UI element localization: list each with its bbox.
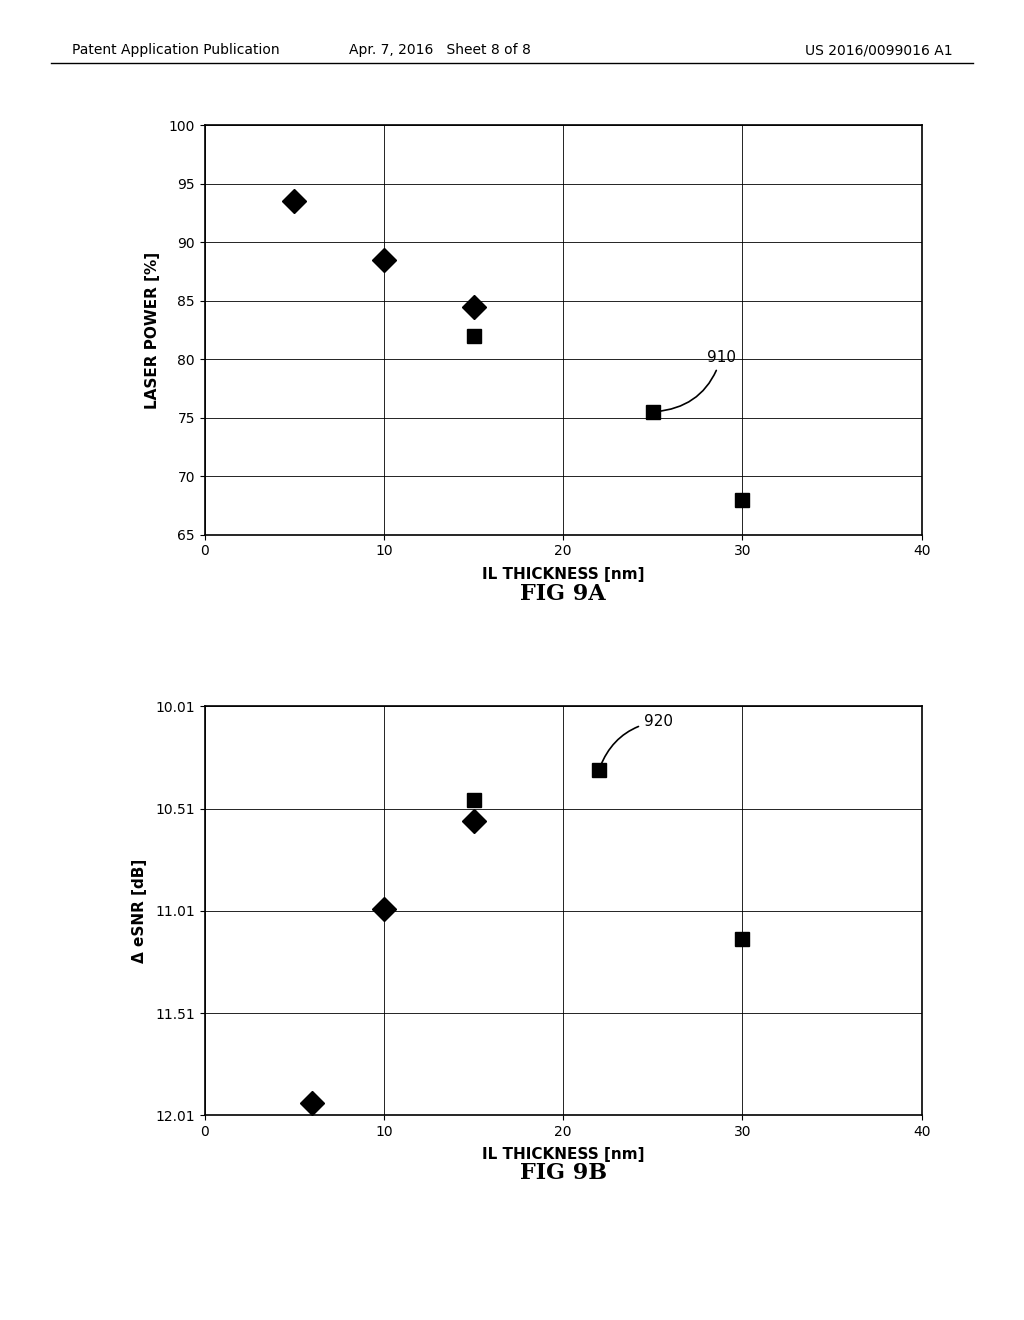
Text: 920: 920 [600,714,673,767]
X-axis label: IL THICKNESS [nm]: IL THICKNESS [nm] [482,566,644,582]
Text: FIG 9A: FIG 9A [520,583,606,606]
Text: FIG 9B: FIG 9B [519,1162,607,1184]
Text: US 2016/0099016 A1: US 2016/0099016 A1 [805,44,952,57]
X-axis label: IL THICKNESS [nm]: IL THICKNESS [nm] [482,1147,644,1163]
Y-axis label: Δ eSNR [dB]: Δ eSNR [dB] [132,859,147,962]
Text: Patent Application Publication: Patent Application Publication [72,44,280,57]
Y-axis label: LASER POWER [%]: LASER POWER [%] [145,251,161,409]
Text: Apr. 7, 2016   Sheet 8 of 8: Apr. 7, 2016 Sheet 8 of 8 [349,44,531,57]
Text: 910: 910 [655,350,735,412]
